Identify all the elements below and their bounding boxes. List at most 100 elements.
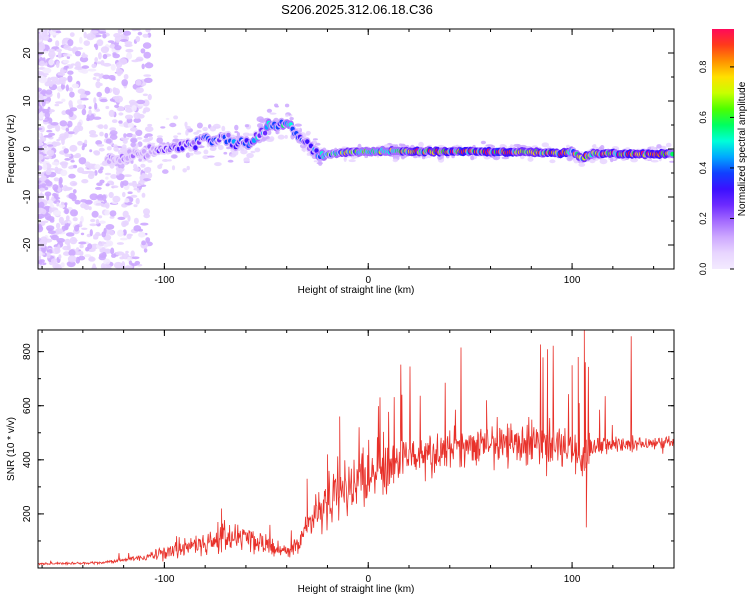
heatmap-cell <box>541 142 549 148</box>
spectrogram-y-label: Frequency (Hz) <box>6 115 17 184</box>
heatmap-cell <box>127 191 133 194</box>
heatmap-cell <box>133 118 141 123</box>
heatmap-cell <box>112 144 118 147</box>
heatmap-cell <box>103 258 111 265</box>
heatmap-cell <box>135 79 142 86</box>
heatmap-cell <box>413 155 418 159</box>
y-tick-label: 0 <box>22 146 33 152</box>
heatmap-cell <box>84 254 92 258</box>
heatmap-cell <box>108 230 115 236</box>
heatmap-cell <box>93 43 98 48</box>
heatmap-cell <box>69 32 75 37</box>
heatmap-cell <box>123 174 132 178</box>
heatmap-cell <box>93 237 98 240</box>
heatmap-cell <box>68 249 76 257</box>
heatmap-cell <box>64 186 72 191</box>
heatmap-cell <box>38 223 43 230</box>
heatmap-cell <box>305 132 310 136</box>
heatmap-cell <box>67 39 74 47</box>
heatmap-cell <box>114 35 121 43</box>
heatmap-cell <box>61 78 66 85</box>
heatmap-cell <box>83 31 87 39</box>
heatmap-cell <box>269 112 277 115</box>
heatmap-cell <box>91 210 99 218</box>
heatmap-cell <box>91 266 97 269</box>
heatmap-cell <box>69 91 75 98</box>
heatmap-cell <box>67 131 75 135</box>
heatmap-cell <box>38 93 44 101</box>
heatmap-cell <box>418 141 424 148</box>
heatmap-cell <box>127 256 131 262</box>
heatmap-cell <box>81 65 90 69</box>
heatmap-cell <box>88 256 96 262</box>
snr-axes: -100 0 100 200 400 600 800 <box>22 330 674 585</box>
heatmap-cell <box>88 130 97 135</box>
heatmap-cell <box>53 193 59 199</box>
heatmap-cell <box>78 241 87 245</box>
heatmap-cell <box>147 159 153 163</box>
snr-x-label: Height of straight line (km) <box>298 584 415 595</box>
heatmap-cell <box>246 152 254 159</box>
heatmap-cell <box>56 138 60 142</box>
heatmap-cell <box>48 109 55 113</box>
heatmap-cell <box>125 107 134 113</box>
heatmap-cell <box>69 107 78 112</box>
heatmap-cell <box>599 158 608 165</box>
heatmap-cell <box>318 161 323 166</box>
heatmap-cell <box>117 216 126 220</box>
heatmap-cell <box>46 193 50 201</box>
heatmap-cell <box>78 157 87 165</box>
heatmap-cell <box>92 77 97 80</box>
heatmap-cell <box>60 262 65 268</box>
heatmap-cell <box>109 134 118 140</box>
heatmap-cell <box>130 142 136 148</box>
heatmap-cell <box>46 129 53 133</box>
heatmap-cell <box>143 208 150 216</box>
heatmap-cell <box>46 225 55 231</box>
heatmap-cell <box>99 98 108 103</box>
heatmap-cell <box>79 36 83 44</box>
heatmap-cell <box>77 99 83 105</box>
heatmap-cell <box>186 165 190 171</box>
heatmap-cell <box>50 122 59 126</box>
y-tick-label: 10 <box>22 95 33 107</box>
heatmap-cell <box>66 56 71 59</box>
ridge-cell <box>193 145 198 151</box>
heatmap-cell <box>95 202 104 206</box>
ridge-cell <box>305 139 310 145</box>
heatmap-cell <box>48 206 53 214</box>
heatmap-cell <box>254 147 261 153</box>
heatmap-cell <box>144 77 153 84</box>
heatmap-cell <box>126 133 134 138</box>
heatmap-cell <box>89 133 98 138</box>
heatmap-cell <box>129 127 138 132</box>
heatmap-cell <box>38 55 41 59</box>
heatmap-cell <box>96 61 102 65</box>
heatmap-cell <box>124 202 133 205</box>
heatmap-cell <box>102 62 112 67</box>
heatmap-cell <box>147 123 153 127</box>
heatmap-cell <box>95 231 101 237</box>
heatmap-cell <box>96 108 101 112</box>
heatmap-cell <box>67 75 73 83</box>
heatmap-cell <box>143 74 152 77</box>
x-tick-label: 100 <box>564 275 581 286</box>
heatmap-cell <box>127 215 131 222</box>
heatmap-cell <box>81 227 88 230</box>
heatmap-cell <box>184 121 188 128</box>
heatmap-cell <box>100 60 105 66</box>
heatmap-cell <box>58 254 62 260</box>
heatmap-cell <box>266 138 274 142</box>
heatmap-cell <box>182 168 187 173</box>
heatmap-cell <box>99 220 106 224</box>
heatmap-cell <box>133 225 142 232</box>
heatmap-cell <box>243 157 250 163</box>
heatmap-cell <box>93 97 97 104</box>
heatmap-cell <box>59 69 67 73</box>
heatmap-cell <box>69 236 78 245</box>
heatmap-cell <box>121 79 128 87</box>
heatmap-cell <box>123 133 127 138</box>
heatmap-cell <box>122 138 128 144</box>
heatmap-cell <box>61 110 67 116</box>
heatmap-cell <box>60 201 65 206</box>
